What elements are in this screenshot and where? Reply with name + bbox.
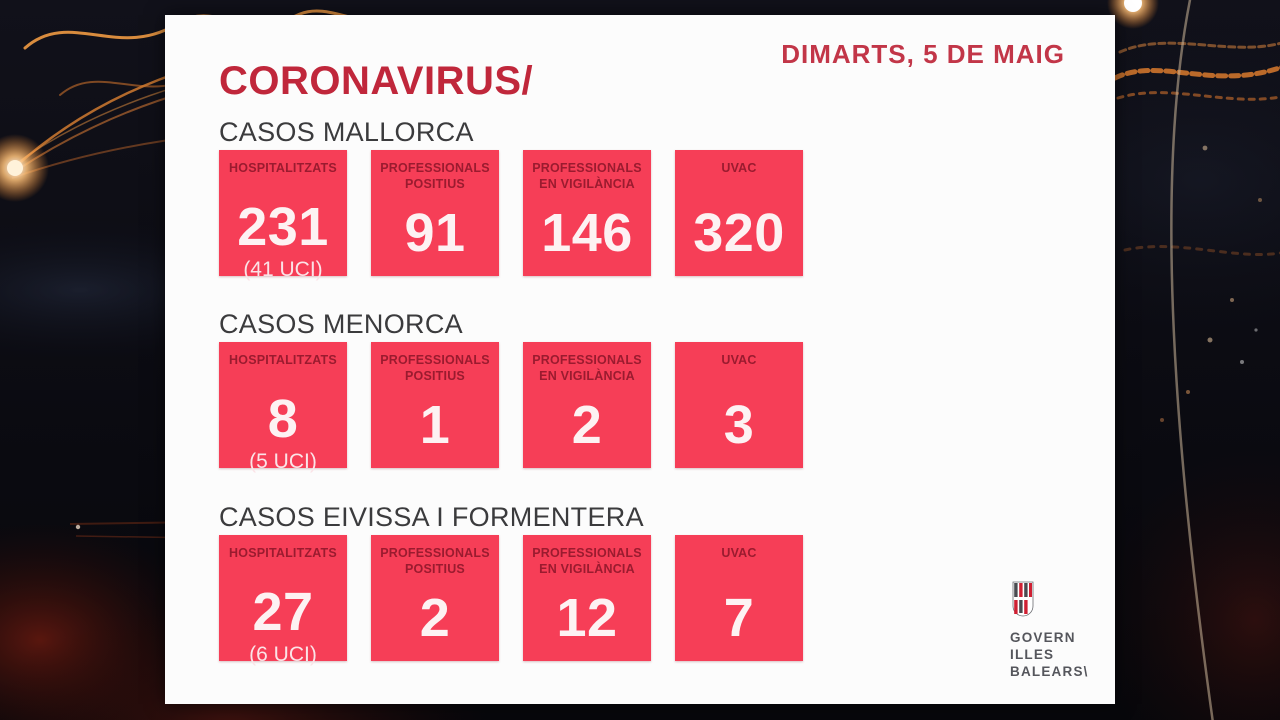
stat-value: 231 <box>237 197 329 257</box>
stat-box-uvac: UVAC 7 <box>675 535 803 661</box>
stat-value: 8 <box>267 389 299 449</box>
stat-value: 146 <box>541 203 633 263</box>
stat-box-row: HOSPITALITZATS 231 (41 UCI) PROFESSIONAL… <box>219 150 803 281</box>
stat-value: 2 <box>419 588 451 648</box>
stat-box-hospitalitzats: HOSPITALITZATS 8 (5 UCI) <box>219 342 347 473</box>
stat-box-professionals-vigilancia: PROFESSIONALS EN VIGILÀNCIA 12 <box>523 535 651 661</box>
stat-label: PROFESSIONALS EN VIGILÀNCIA <box>532 161 642 192</box>
stat-label: HOSPITALITZATS <box>229 353 337 367</box>
govern-illes-balears-logo: GOVERN ILLES BALEARS\ <box>1010 581 1130 680</box>
logo-line-illes: ILLES <box>1010 647 1055 662</box>
stat-box-hospitalitzats: HOSPITALITZATS 27 (6 UCI) <box>219 535 347 666</box>
stat-value: 2 <box>571 395 603 455</box>
stat-label: HOSPITALITZATS <box>229 546 337 560</box>
stat-label: UVAC <box>721 161 757 175</box>
stat-box-professionals-positius: PROFESSIONALS POSITIUS 2 <box>371 535 499 661</box>
stat-label: HOSPITALITZATS <box>229 161 337 175</box>
stat-label: PROFESSIONALS EN VIGILÀNCIA <box>532 353 642 384</box>
stat-box-uvac: UVAC 320 <box>675 150 803 276</box>
balearic-shield-icon <box>1012 581 1034 617</box>
section-eivissa-formentera: CASOS EIVISSA I FORMENTERA HOSPITALITZAT… <box>219 502 803 666</box>
stat-value: 3 <box>723 395 755 455</box>
stat-box-row: HOSPITALITZATS 27 (6 UCI) PROFESSIONALS … <box>219 535 803 666</box>
section-menorca: CASOS MENORCA HOSPITALITZATS 8 (5 UCI) P… <box>219 309 803 473</box>
logo-line-balears: BALEARS\ <box>1010 664 1089 679</box>
page-title: CORONAVIRUS/ <box>219 59 534 103</box>
stat-box-hospitalitzats: HOSPITALITZATS 231 (41 UCI) <box>219 150 347 281</box>
stat-label: PROFESSIONALS EN VIGILÀNCIA <box>532 546 642 577</box>
section-title-eivissa-formentera: CASOS EIVISSA I FORMENTERA <box>219 502 644 532</box>
stat-sub-uci: (6 UCI) <box>249 643 317 666</box>
stat-value: 91 <box>404 203 466 263</box>
stat-label: UVAC <box>721 353 757 367</box>
stat-label: PROFESSIONALS POSITIUS <box>380 161 490 192</box>
stat-sub-uci: (41 UCI) <box>243 258 323 281</box>
logo-line-govern: GOVERN <box>1010 630 1076 645</box>
stat-box-professionals-positius: PROFESSIONALS POSITIUS 1 <box>371 342 499 468</box>
section-title-menorca: CASOS MENORCA <box>219 309 463 339</box>
stat-value: 320 <box>693 203 785 263</box>
infographic-card: CORONAVIRUS/ DIMARTS, 5 DE MAIG CASOS MA… <box>165 15 1115 704</box>
stat-box-uvac: UVAC 3 <box>675 342 803 468</box>
stat-box-professionals-vigilancia: PROFESSIONALS EN VIGILÀNCIA 146 <box>523 150 651 276</box>
section-title-mallorca: CASOS MALLORCA <box>219 117 474 147</box>
date-label: DIMARTS, 5 DE MAIG <box>781 39 1065 69</box>
stat-label: PROFESSIONALS POSITIUS <box>380 546 490 577</box>
stat-value: 7 <box>723 588 755 648</box>
section-mallorca: CASOS MALLORCA HOSPITALITZATS 231 (41 UC… <box>219 117 803 281</box>
stat-box-professionals-positius: PROFESSIONALS POSITIUS 91 <box>371 150 499 276</box>
stat-sub-uci: (5 UCI) <box>249 450 317 473</box>
stat-value: 27 <box>252 582 314 642</box>
stat-value: 1 <box>419 395 451 455</box>
stat-label: UVAC <box>721 546 757 560</box>
logo-text: GOVERN ILLES BALEARS\ <box>1010 629 1130 680</box>
stat-box-professionals-vigilancia: PROFESSIONALS EN VIGILÀNCIA 2 <box>523 342 651 468</box>
stat-value: 12 <box>556 588 618 648</box>
stat-box-row: HOSPITALITZATS 8 (5 UCI) PROFESSIONALS P… <box>219 342 803 473</box>
stat-label: PROFESSIONALS POSITIUS <box>380 353 490 384</box>
